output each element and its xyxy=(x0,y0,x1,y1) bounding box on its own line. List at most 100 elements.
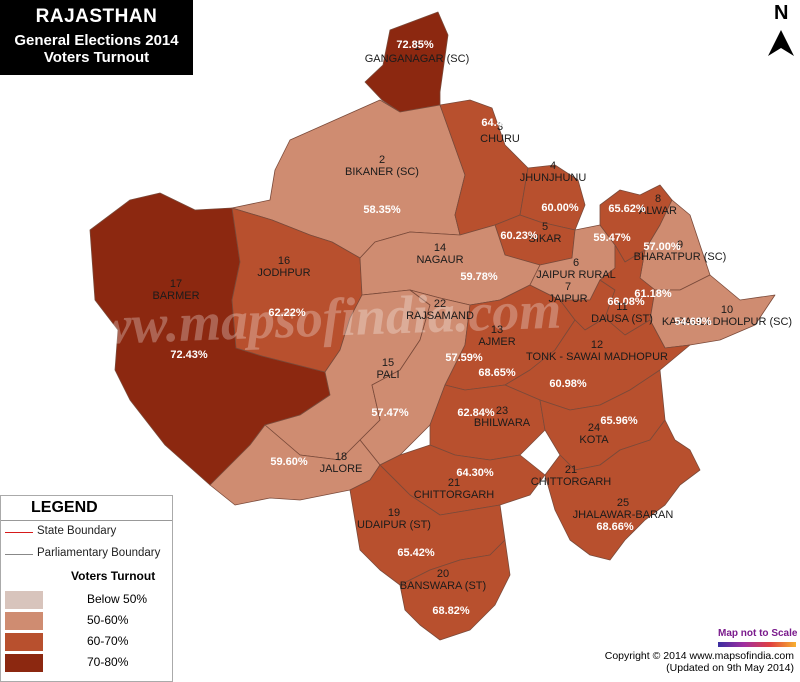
legend-range-50-60: 50-60% xyxy=(87,613,129,627)
constituency-name-bharatpur-sc: BHARATPUR (SC) xyxy=(634,251,727,263)
turnout-banswara-st: 68.82% xyxy=(432,605,470,617)
legend-range-70-80: 70-80% xyxy=(87,655,129,669)
parliamentary-boundary-line xyxy=(5,554,33,555)
constituency-name-bhilwara: BHILWARA xyxy=(474,417,531,429)
constituency-name-kota: KOTA xyxy=(579,434,609,446)
constituency-number-churu: 3 xyxy=(497,121,503,133)
constituency-number-chittorgarh: 21 xyxy=(448,477,460,489)
turnout-sikar: 60.23% xyxy=(500,230,538,242)
constituency-name-ganganagar-sc: GANGANAGAR (SC) xyxy=(365,53,470,65)
turnout-jhunjhunu: 60.00% xyxy=(541,202,579,214)
constituency-number-sikar: 5 xyxy=(542,221,548,233)
turnout-barmer: 72.43% xyxy=(170,349,208,361)
north-arrow-icon xyxy=(768,30,794,56)
constituency-number-alwar: 8 xyxy=(655,193,661,205)
region-jalore xyxy=(209,424,381,506)
constituency-number-banswara-st: 20 xyxy=(437,568,449,580)
constituency-number-jaipur-rural: 6 xyxy=(573,257,579,269)
constituency-number-jodhpur: 16 xyxy=(278,255,290,267)
copyright-text: Copyright © 2014 www.mapsofindia.com xyxy=(604,650,794,662)
constituency-number-bikaner-sc: 2 xyxy=(379,154,385,166)
scale-note: Map not to Scale xyxy=(718,628,798,639)
constituency-number-jhalawar-baran: 25 xyxy=(617,497,629,509)
legend-parliamentary-boundary: Parliamentary Boundary xyxy=(37,547,161,559)
legend-voters-turnout: Voters Turnout xyxy=(71,569,156,583)
constituency-number-bharatpur-sc: 9 xyxy=(677,239,683,251)
north-arrow: N xyxy=(766,2,796,58)
constituency-name-tonk-sawai-madhopur: TONK - SAWAI MADHOPUR xyxy=(526,351,668,363)
constituency-number-ganganagar-sc: 1 xyxy=(414,41,420,53)
scale-bar xyxy=(718,642,796,647)
constituency-name-udaipur-st: UDAIPUR (ST) xyxy=(357,519,431,531)
constituency-number-kota: 24 xyxy=(588,422,600,434)
turnout-bhilwara: 62.84% xyxy=(457,407,495,419)
constituency-name-rajsamand: RAJSAMAND xyxy=(406,310,474,322)
turnout-udaipur-st: 65.42% xyxy=(397,547,435,559)
region-banswara xyxy=(399,539,511,641)
turnout-nagaur: 59.78% xyxy=(460,271,498,283)
constituency-number-dausa-st: 11 xyxy=(616,301,627,313)
turnout-ganganagar-sc: 72.85% xyxy=(396,39,434,51)
swatch-50-60 xyxy=(5,612,43,630)
constituency-name-jaipur: JAIPUR xyxy=(548,293,587,305)
title-state: RAJASTHAN xyxy=(35,6,158,27)
constituency-number-barmer: 17 xyxy=(170,278,182,290)
turnout-ajmer: 68.65% xyxy=(478,367,516,379)
constituency-name-ajmer: AJMER xyxy=(478,336,515,348)
constituency-name-pali: PALI xyxy=(376,369,399,381)
copyright-block: Copyright © 2014 www.mapsofindia.com (Up… xyxy=(578,650,794,674)
constituency-number-jhunjhunu: 4 xyxy=(550,160,556,172)
turnout-karauli-dholpur-sc: 54.69% xyxy=(674,316,712,328)
state-boundary-line xyxy=(5,532,33,533)
constituency-name-banswara-st: BANSWARA (ST) xyxy=(400,580,486,592)
swatch-70-80 xyxy=(5,654,43,672)
constituency-name-chittorgarh: CHITTORGARH xyxy=(531,476,612,488)
constituency-name-chittorgarh: CHITTORGARH xyxy=(414,489,495,501)
swatch-below-50 xyxy=(5,591,43,609)
constituency-number-nagaur: 14 xyxy=(434,242,446,254)
region-jhalawar-baran xyxy=(544,419,701,561)
constituency-name-jodhpur: JODHPUR xyxy=(257,267,310,279)
turnout-tonk-sawai-madhopur: 60.98% xyxy=(549,378,587,390)
constituency-name-dausa-st: DAUSA (ST) xyxy=(591,313,653,325)
legend: LEGEND State Boundary Parliamentary Boun… xyxy=(0,495,173,682)
constituency-name-jhalawar-baran: JHALAWAR-BARAN xyxy=(573,509,674,521)
turnout-jhalawar-baran: 68.66% xyxy=(596,521,634,533)
constituency-number-ajmer: 13 xyxy=(491,324,503,336)
turnout-churu: 64.48% xyxy=(481,117,519,129)
updated-text: (Updated on 9th May 2014) xyxy=(666,662,794,674)
constituency-number-jalore: 18 xyxy=(335,451,347,463)
turnout-bikaner-sc: 58.35% xyxy=(363,204,401,216)
turnout-bharatpur-sc: 57.00% xyxy=(643,241,681,253)
turnout-alwar: 65.62% xyxy=(608,203,646,215)
constituency-name-churu: CHURU xyxy=(480,133,520,145)
constituency-name-jaipur-rural: JAIPUR RURAL xyxy=(536,269,615,281)
turnout-jodhpur: 62.22% xyxy=(268,307,306,319)
constituency-number-pali: 15 xyxy=(382,357,394,369)
turnout-kota: 65.96% xyxy=(600,415,638,427)
turnout-jaipur: 66.08% xyxy=(607,296,645,308)
turnout-rajsamand: 57.59% xyxy=(445,352,483,364)
constituency-name-sikar: SIKAR xyxy=(528,233,561,245)
swatch-60-70 xyxy=(5,633,43,651)
title-subject: Voters Turnout xyxy=(43,49,150,66)
constituency-number-udaipur-st: 19 xyxy=(388,507,400,519)
turnout-chittorgarh: 64.30% xyxy=(456,467,494,479)
turnout-jaipur-rural: 59.47% xyxy=(593,232,631,244)
constituency-name-alwar: ALWAR xyxy=(639,205,677,217)
turnout-dausa-st: 61.18% xyxy=(634,288,672,300)
constituency-name-karauli-dholpur-sc: KARAULI-DHOLPUR (SC) xyxy=(662,316,792,328)
legend-title: LEGEND xyxy=(31,499,98,516)
constituency-name-bikaner-sc: BIKANER (SC) xyxy=(345,166,419,178)
legend-state-boundary: State Boundary xyxy=(37,525,117,537)
turnout-jalore: 59.60% xyxy=(270,456,308,468)
legend-divider xyxy=(1,520,172,521)
turnout-pali: 57.47% xyxy=(371,407,409,419)
constituency-number-chittorgarh: 21 xyxy=(565,464,577,476)
constituency-number-jaipur: 7 xyxy=(565,281,571,293)
constituency-number-tonk-sawai-madhopur: 12 xyxy=(591,339,603,351)
legend-range-60-70: 60-70% xyxy=(87,634,129,648)
north-label: N xyxy=(774,2,789,24)
constituency-name-barmer: BARMER xyxy=(152,290,199,302)
